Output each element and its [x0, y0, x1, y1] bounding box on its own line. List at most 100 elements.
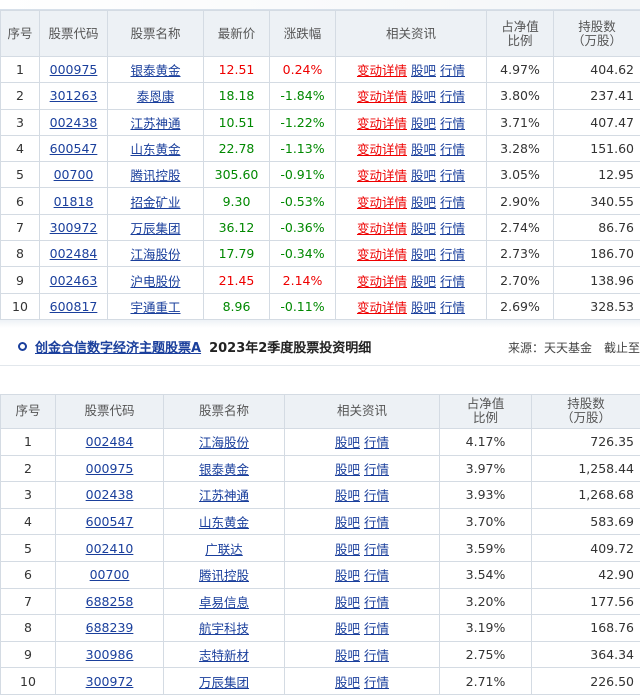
change-detail-link[interactable]: 变动详情 [357, 247, 407, 262]
stock-code-link[interactable]: 000975 [86, 461, 134, 476]
stock-code-link[interactable]: 688258 [86, 594, 134, 609]
quote-link[interactable]: 行情 [440, 195, 465, 210]
stock-forum-link[interactable]: 股吧 [411, 63, 436, 78]
stock-code-link[interactable]: 688239 [86, 620, 134, 635]
quote-link[interactable]: 行情 [440, 89, 465, 104]
quote-link[interactable]: 行情 [364, 488, 389, 503]
stock-forum-link[interactable]: 股吧 [411, 247, 436, 262]
change-detail-link[interactable]: 变动详情 [357, 300, 407, 315]
stock-code-link[interactable]: 01818 [54, 194, 94, 209]
change-detail-link[interactable]: 变动详情 [357, 142, 407, 157]
quote-link[interactable]: 行情 [364, 515, 389, 530]
stock-name-link[interactable]: 万辰集团 [130, 221, 180, 236]
stock-code-link[interactable]: 002438 [86, 487, 134, 502]
quote-link[interactable]: 行情 [440, 142, 465, 157]
stock-forum-link[interactable]: 股吧 [335, 568, 360, 583]
stock-forum-link[interactable]: 股吧 [411, 142, 436, 157]
stock-code-link[interactable]: 300972 [86, 674, 134, 689]
quote-link[interactable]: 行情 [440, 300, 465, 315]
stock-name-link[interactable]: 万辰集团 [199, 675, 249, 690]
quote-link[interactable]: 行情 [364, 675, 389, 690]
change-detail-link[interactable]: 变动详情 [357, 63, 407, 78]
quote-link[interactable]: 行情 [364, 648, 389, 663]
stock-code-link[interactable]: 00700 [54, 167, 94, 182]
quote-link[interactable]: 行情 [440, 274, 465, 289]
stock-forum-link[interactable]: 股吧 [411, 89, 436, 104]
stock-name-link[interactable]: 招金矿业 [130, 195, 180, 210]
quote-link[interactable]: 行情 [440, 116, 465, 131]
stock-code-link[interactable]: 002410 [86, 541, 134, 556]
stock-code-link[interactable]: 002438 [50, 115, 98, 130]
stock-name-link[interactable]: 江苏神通 [130, 116, 180, 131]
stock-forum-link[interactable]: 股吧 [411, 168, 436, 183]
stock-forum-link[interactable]: 股吧 [335, 515, 360, 530]
stock-code-link[interactable]: 600547 [50, 141, 98, 156]
stock-code-link[interactable]: 300986 [86, 647, 134, 662]
change-detail-link[interactable]: 变动详情 [357, 195, 407, 210]
stock-code-link[interactable]: 600817 [50, 299, 98, 314]
stock-name-link[interactable]: 腾讯控股 [130, 168, 180, 183]
stock-code-cell: 600817 [40, 293, 108, 319]
stock-name-link[interactable]: 宇通重工 [130, 300, 180, 315]
related-info-cell: 变动详情 股吧 行情 [336, 241, 487, 267]
change-detail-link[interactable]: 变动详情 [357, 274, 407, 289]
quote-link[interactable]: 行情 [440, 168, 465, 183]
quote-link[interactable]: 行情 [364, 542, 389, 557]
fund-name-link[interactable]: 创金合信数字经济主题股票A [35, 337, 201, 356]
stock-forum-link[interactable]: 股吧 [411, 274, 436, 289]
stock-name-link[interactable]: 山东黄金 [199, 515, 249, 530]
quote-link[interactable]: 行情 [440, 63, 465, 78]
shares-held: 583.69 [532, 508, 640, 535]
stock-code-link[interactable]: 000975 [50, 62, 98, 77]
quote-link[interactable]: 行情 [364, 435, 389, 450]
stock-name-link[interactable]: 泰恩康 [137, 89, 175, 104]
stock-forum-link[interactable]: 股吧 [411, 221, 436, 236]
quote-link[interactable]: 行情 [440, 247, 465, 262]
stock-name-link[interactable]: 志特新材 [199, 648, 249, 663]
stock-name-link[interactable]: 沪电股份 [130, 274, 180, 289]
latest-price: 9.30 [204, 188, 270, 214]
stock-forum-link[interactable]: 股吧 [335, 488, 360, 503]
change-detail-link[interactable]: 变动详情 [357, 168, 407, 183]
stock-name-link[interactable]: 江苏神通 [199, 488, 249, 503]
stock-code-link[interactable]: 002484 [86, 434, 134, 449]
latest-price: 18.18 [204, 83, 270, 109]
stock-code-link[interactable]: 600547 [86, 514, 134, 529]
stock-code-link[interactable]: 00700 [90, 567, 130, 582]
change-detail-link[interactable]: 变动详情 [357, 116, 407, 131]
stock-name-link[interactable]: 山东黄金 [130, 142, 180, 157]
stock-forum-link[interactable]: 股吧 [335, 648, 360, 663]
stock-forum-link[interactable]: 股吧 [335, 462, 360, 477]
stock-name-cell: 江苏神通 [164, 482, 285, 509]
stock-code-link[interactable]: 002484 [50, 246, 98, 261]
stock-forum-link[interactable]: 股吧 [411, 195, 436, 210]
quote-link[interactable]: 行情 [364, 568, 389, 583]
stock-name-link[interactable]: 银泰黄金 [130, 63, 180, 78]
stock-forum-link[interactable]: 股吧 [335, 675, 360, 690]
quote-link[interactable]: 行情 [364, 595, 389, 610]
change-detail-link[interactable]: 变动详情 [357, 221, 407, 236]
change-detail-link[interactable]: 变动详情 [357, 89, 407, 104]
stock-forum-link[interactable]: 股吧 [411, 116, 436, 131]
related-info-cell: 股吧 行情 [285, 535, 440, 562]
stock-forum-link[interactable]: 股吧 [411, 300, 436, 315]
stock-name-link[interactable]: 广联达 [205, 542, 243, 557]
stock-code-link[interactable]: 300972 [50, 220, 98, 235]
stock-name-link[interactable]: 航宇科技 [199, 621, 249, 636]
stock-forum-link[interactable]: 股吧 [335, 435, 360, 450]
stock-name-link[interactable]: 江海股份 [130, 247, 180, 262]
stock-code-link[interactable]: 002463 [50, 273, 98, 288]
stock-forum-link[interactable]: 股吧 [335, 595, 360, 610]
stock-name-link[interactable]: 腾讯控股 [199, 568, 249, 583]
quote-link[interactable]: 行情 [440, 221, 465, 236]
quote-link[interactable]: 行情 [364, 462, 389, 477]
stock-name-cell: 卓易信息 [164, 588, 285, 615]
stock-forum-link[interactable]: 股吧 [335, 621, 360, 636]
stock-name-link[interactable]: 银泰黄金 [199, 462, 249, 477]
stock-code-link[interactable]: 301263 [50, 88, 98, 103]
stock-name-link[interactable]: 江海股份 [199, 435, 249, 450]
stock-name-link[interactable]: 卓易信息 [199, 595, 249, 610]
quote-link[interactable]: 行情 [364, 621, 389, 636]
stock-forum-link[interactable]: 股吧 [335, 542, 360, 557]
